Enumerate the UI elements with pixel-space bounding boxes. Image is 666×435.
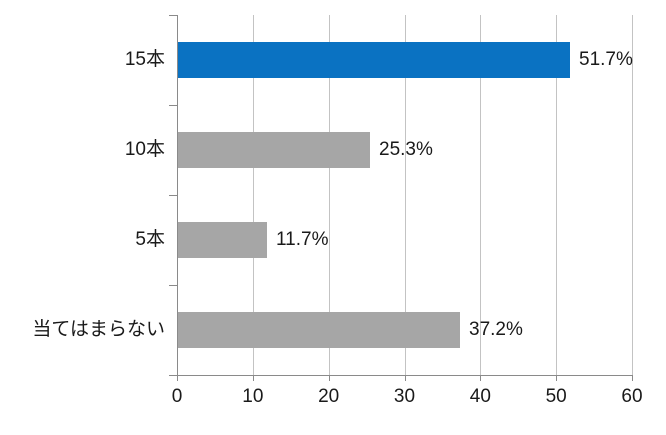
x-axis-tick-mark <box>252 375 254 381</box>
x-axis-tick-mark <box>328 375 330 381</box>
data-label: 25.3% <box>379 139 433 160</box>
gridline <box>556 15 558 375</box>
y-axis-line <box>177 15 178 376</box>
x-axis-tick-mark <box>632 375 633 381</box>
y-axis-tick-mark <box>169 15 177 16</box>
gridline <box>632 15 633 375</box>
data-label: 37.2% <box>469 319 523 340</box>
y-axis-tick-mark <box>169 375 177 376</box>
bar-2 <box>178 132 370 168</box>
gridline <box>480 15 482 375</box>
category-label: 10本 <box>124 139 165 160</box>
x-tick-label: 40 <box>469 386 491 407</box>
y-axis-tick-mark <box>169 195 177 196</box>
x-tick-label: 60 <box>621 386 643 407</box>
x-axis-tick-mark <box>556 375 558 381</box>
x-tick-label: 10 <box>242 386 264 407</box>
x-tick-label: 30 <box>393 386 416 407</box>
gridline <box>328 15 330 375</box>
x-tick-label: 0 <box>171 386 183 407</box>
x-tick-label: 50 <box>545 386 567 407</box>
category-label: 当てはまらない <box>32 319 165 340</box>
category-label: 5本 <box>135 229 165 250</box>
bar-1 <box>178 42 570 78</box>
x-tick-label: 20 <box>318 386 340 407</box>
gridline <box>404 15 406 375</box>
x-axis-tick-mark <box>404 375 406 381</box>
y-axis-tick-mark <box>169 285 177 286</box>
category-label: 15本 <box>124 49 165 70</box>
x-axis-tick-mark <box>480 375 482 381</box>
data-label: 51.7% <box>579 49 633 70</box>
bar-3 <box>178 222 267 258</box>
y-axis-tick-mark <box>169 105 177 106</box>
x-axis-tick-mark <box>177 375 178 381</box>
plot-area <box>177 15 633 375</box>
gridline <box>252 15 254 375</box>
bar-4 <box>178 312 460 348</box>
data-label: 11.7% <box>276 229 329 250</box>
